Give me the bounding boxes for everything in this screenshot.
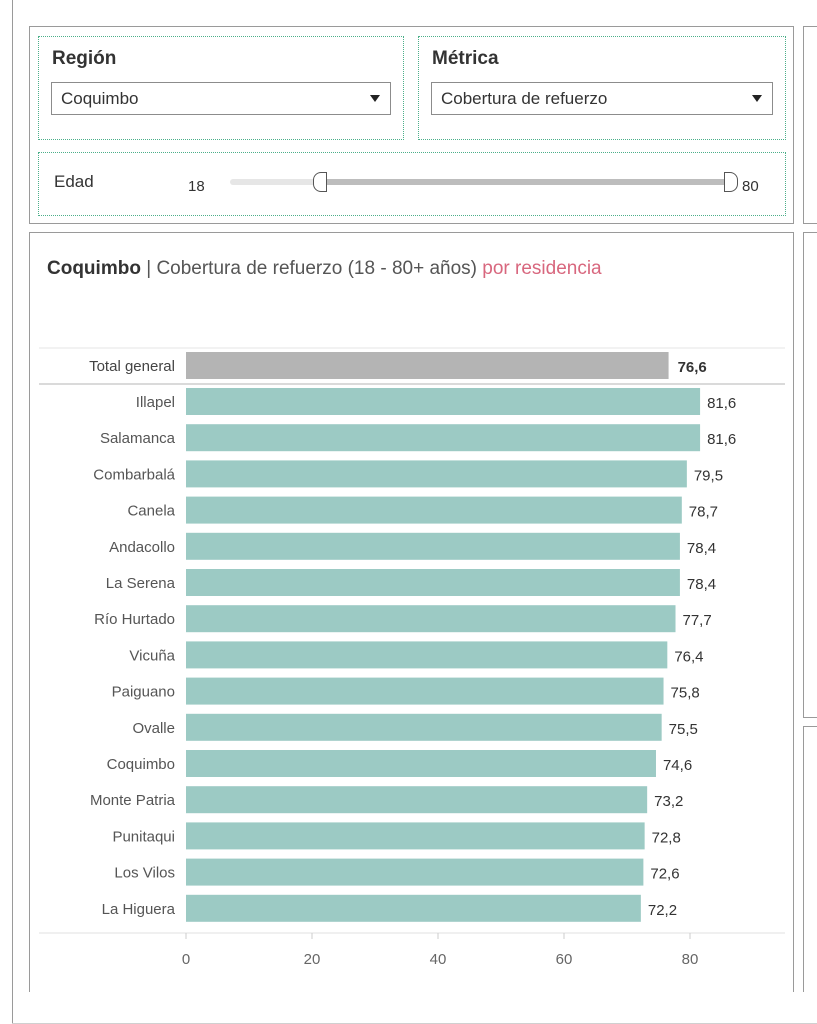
total-bar <box>186 352 669 379</box>
bar <box>186 677 664 705</box>
category-label: Canela <box>127 503 175 520</box>
value-label: 73,2 <box>654 793 683 810</box>
coverage-bar-chart: Total general 76,6 Illapel 81,6 Salamanca 81,… <box>39 347 785 968</box>
chart-title: Coquimbo | Cobertura de refuerzo (18 - 8… <box>47 258 602 280</box>
bar <box>186 894 641 922</box>
category-label: Coquimbo <box>107 756 175 773</box>
value-label: 77,7 <box>683 612 712 629</box>
total-value-label: 76,6 <box>678 359 707 376</box>
metric-filter-label: Métrica <box>432 48 499 69</box>
category-label: Ovalle <box>132 720 175 737</box>
age-slider-min-handle[interactable] <box>313 172 327 192</box>
chart-title-separator: | <box>146 258 152 279</box>
value-label: 81,6 <box>707 431 736 448</box>
age-min-value: 18 <box>188 178 205 195</box>
region-filter-label: Región <box>52 48 117 69</box>
region-filter <box>38 36 404 140</box>
window-left-border <box>12 0 13 1024</box>
age-max-value: 80 <box>742 178 759 195</box>
value-label: 81,6 <box>707 395 736 412</box>
category-label: Combarbalá <box>93 466 175 483</box>
bar <box>186 532 680 560</box>
bar <box>186 424 701 452</box>
category-label: Monte Patria <box>90 792 176 809</box>
x-tick-label: 0 <box>182 951 190 968</box>
chart-title-region: Coquimbo <box>47 258 141 279</box>
metric-filter <box>418 36 786 140</box>
value-label: 76,4 <box>674 648 703 665</box>
chevron-down-icon <box>360 95 390 102</box>
value-label: 78,7 <box>689 504 718 521</box>
x-tick-label: 80 <box>682 951 699 968</box>
category-label: Río Hurtado <box>94 611 175 628</box>
bar <box>186 569 680 596</box>
chevron-down-icon <box>742 95 772 102</box>
age-filter-label: Edad <box>54 172 94 191</box>
bar <box>186 786 648 814</box>
category-label: Vicuña <box>129 647 175 664</box>
bar <box>186 496 682 524</box>
x-tick-label: 40 <box>430 951 447 968</box>
category-label: Paiguano <box>112 684 175 701</box>
bar <box>186 460 687 488</box>
category-label: Punitaqui <box>112 828 175 845</box>
bar <box>186 641 668 669</box>
value-label: 72,8 <box>652 829 681 846</box>
category-label: La Higuera <box>102 901 176 918</box>
region-dropdown[interactable]: Coquimbo <box>51 82 391 115</box>
age-slider-range <box>322 179 724 185</box>
category-label: La Serena <box>106 575 176 592</box>
metric-dropdown[interactable]: Cobertura de refuerzo <box>431 82 773 115</box>
total-label: Total general <box>89 358 175 375</box>
value-label: 72,6 <box>650 866 679 883</box>
metric-dropdown-value: Cobertura de refuerzo <box>441 88 608 108</box>
filters-panel <box>29 26 794 224</box>
category-label: Andacollo <box>109 539 175 556</box>
value-label: 72,2 <box>648 902 677 919</box>
bar <box>186 713 662 741</box>
chart-title-residence: por residencia <box>482 258 602 279</box>
x-tick-label: 60 <box>556 951 573 968</box>
age-filter <box>38 152 786 216</box>
category-label: Illapel <box>136 394 175 411</box>
value-label: 78,4 <box>687 540 716 557</box>
side-panel-top <box>803 26 817 224</box>
category-label: Salamanca <box>100 430 176 447</box>
value-label: 74,6 <box>663 757 692 774</box>
chart-title-metric: Cobertura de refuerzo (18 - 80+ años) <box>156 258 477 279</box>
bar <box>186 822 645 850</box>
age-slider-max-handle[interactable] <box>724 172 738 192</box>
value-label: 75,5 <box>669 721 698 738</box>
bar <box>186 388 701 415</box>
region-dropdown-value: Coquimbo <box>61 88 139 108</box>
bar <box>186 858 644 886</box>
x-tick-label: 20 <box>304 951 321 968</box>
value-label: 79,5 <box>694 467 723 484</box>
side-panel-middle <box>803 232 817 718</box>
value-label: 75,8 <box>671 685 700 702</box>
bar <box>186 605 676 633</box>
side-panel-bottom <box>803 726 817 992</box>
value-label: 78,4 <box>687 576 716 593</box>
category-label: Los Vilos <box>114 865 175 882</box>
bar <box>186 750 656 777</box>
